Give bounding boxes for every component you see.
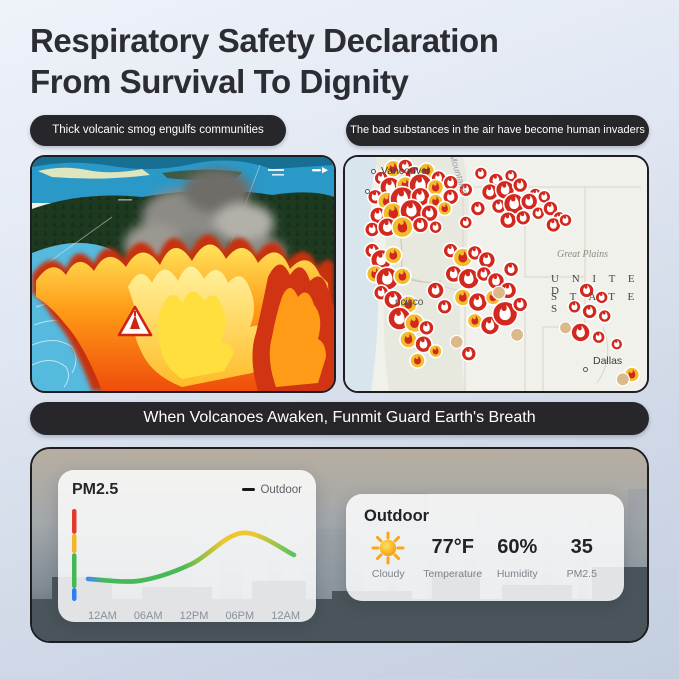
us-fires-map-image: Mountains Vancouver ncisco Great Plains …: [343, 154, 649, 393]
stat-label: Cloudy: [371, 567, 405, 580]
page-title: Respiratory Safety Declaration From Surv…: [30, 20, 649, 103]
fire-marker: [393, 266, 412, 286]
fire-marker: [519, 191, 539, 211]
fire-marker: [510, 327, 525, 342]
fire-marker: [491, 285, 507, 300]
warning-triangle-icon: [117, 305, 153, 336]
fire-marker: [467, 291, 489, 312]
stat-pm25: 35 PM2.5: [550, 531, 615, 580]
outdoor-card-title: Outdoor: [364, 506, 430, 525]
x-tick-label: 06AM: [133, 609, 163, 622]
fire-marker: [570, 321, 591, 343]
stat-label: PM2.5: [566, 567, 597, 580]
map-label-vancouver: Vancouver: [381, 164, 431, 177]
fire-marker: [469, 199, 487, 217]
fire-marker: [578, 281, 595, 299]
fire-marker: [436, 200, 453, 216]
chart-title: PM2.5: [72, 480, 119, 498]
fire-marker: [428, 219, 443, 234]
outdoor-series-line: [85, 530, 297, 584]
x-tick-label: 12PM: [179, 609, 209, 622]
fire-marker: [558, 212, 573, 228]
stat-label: Temperature: [423, 567, 483, 580]
caption-row: Thick volcanic smog engulfs communities …: [30, 114, 649, 146]
stat-weather: Cloudy: [356, 531, 421, 580]
title-line-1: Respiratory Safety Declaration: [30, 22, 499, 59]
fire-marker: [597, 308, 613, 323]
city-dot-icon: [365, 188, 370, 194]
stat-humidity: 60% Humidity: [485, 531, 550, 580]
fire-marker: [458, 181, 474, 198]
fire-marker: [449, 334, 464, 349]
fire-marker: [609, 336, 624, 351]
caption-left: Thick volcanic smog engulfs communities: [30, 114, 286, 146]
fire-marker: [498, 210, 518, 230]
title-line-2: From Survival To Dignity: [30, 63, 409, 101]
city-dot-icon: [371, 168, 376, 174]
fire-marker: [511, 295, 529, 313]
map-label-states: S T A T E S: [551, 290, 640, 315]
fire-marker: [391, 215, 414, 238]
stat-label: Humidity: [496, 567, 538, 580]
pm25-chart-card: PM2.5 Outdoor 12AM 06AM 12PM 06PM 12AM: [58, 469, 316, 622]
map-label-dallas: Dallas: [593, 354, 623, 367]
fire-marker: [414, 334, 433, 353]
fire-marker: [411, 215, 430, 234]
fire-marker: [491, 300, 519, 327]
fire-marker: [514, 208, 532, 226]
wildfire-map-image: [30, 154, 336, 393]
caption-right: The bad substances in the air have becom…: [346, 114, 649, 146]
legend-dash-icon: [242, 487, 256, 492]
map-annotation-marks: [118, 168, 284, 201]
flames: [32, 233, 334, 391]
fire-marker: [418, 319, 435, 336]
stat-temperature: 77°F Temperature: [421, 531, 486, 580]
fire-marker: [473, 165, 489, 181]
fire-marker: [426, 280, 445, 300]
fire-marker: [502, 260, 520, 278]
map-label-great-plains: Great Plains: [557, 248, 609, 260]
fire-marker: [615, 371, 630, 386]
slogan-banner: When Volcanoes Awaken, Funmit Guard Eart…: [30, 401, 649, 435]
monitor-panel: PM2.5 Outdoor 12AM 06AM 12PM 06PM 12AM Outdo…: [30, 446, 649, 643]
stat-value: 77°F: [431, 536, 474, 558]
fire-marker: [594, 289, 610, 305]
outdoor-stats-card: Outdoor: [346, 493, 624, 601]
fire-marker: [591, 329, 606, 344]
compass-icon: [312, 166, 328, 173]
pm25-line-chart: [72, 508, 297, 601]
fire-marker: [428, 343, 443, 358]
x-tick-label: 12AM: [88, 609, 117, 622]
chart-legend: Outdoor: [242, 484, 302, 496]
stat-value: 60%: [497, 536, 538, 558]
fire-marker: [409, 351, 426, 369]
city-dot-icon: [583, 366, 588, 372]
fire-marker: [567, 299, 582, 314]
x-axis-labels: 12AM 06AM 12PM 06PM 12AM: [58, 610, 316, 622]
fire-marker-layer: [363, 157, 641, 386]
stat-value: 35: [570, 536, 593, 558]
aqi-axis-bar: [72, 508, 77, 601]
us-map: [345, 156, 647, 391]
image-row: Mountains Vancouver ncisco Great Plains …: [30, 154, 649, 393]
sun-icon: [371, 531, 405, 564]
legend-label: Outdoor: [260, 483, 302, 496]
fire-marker: [436, 298, 453, 315]
fire-marker: [420, 203, 439, 223]
fire-marker: [460, 344, 478, 362]
fire-marker: [542, 199, 559, 217]
fire-marker: [558, 320, 573, 334]
fire-marker: [511, 176, 529, 193]
map-label-san-francisco: ncisco: [395, 296, 424, 308]
wildfire-illustration: [32, 156, 334, 391]
map-label-united: U N I T E D: [551, 272, 640, 297]
fire-marker: [477, 250, 497, 269]
fire-marker: [458, 214, 474, 230]
fire-marker: [581, 302, 598, 320]
x-tick-label: 12AM: [271, 609, 300, 622]
fire-marker: [383, 245, 403, 265]
x-tick-label: 06PM: [225, 609, 255, 622]
